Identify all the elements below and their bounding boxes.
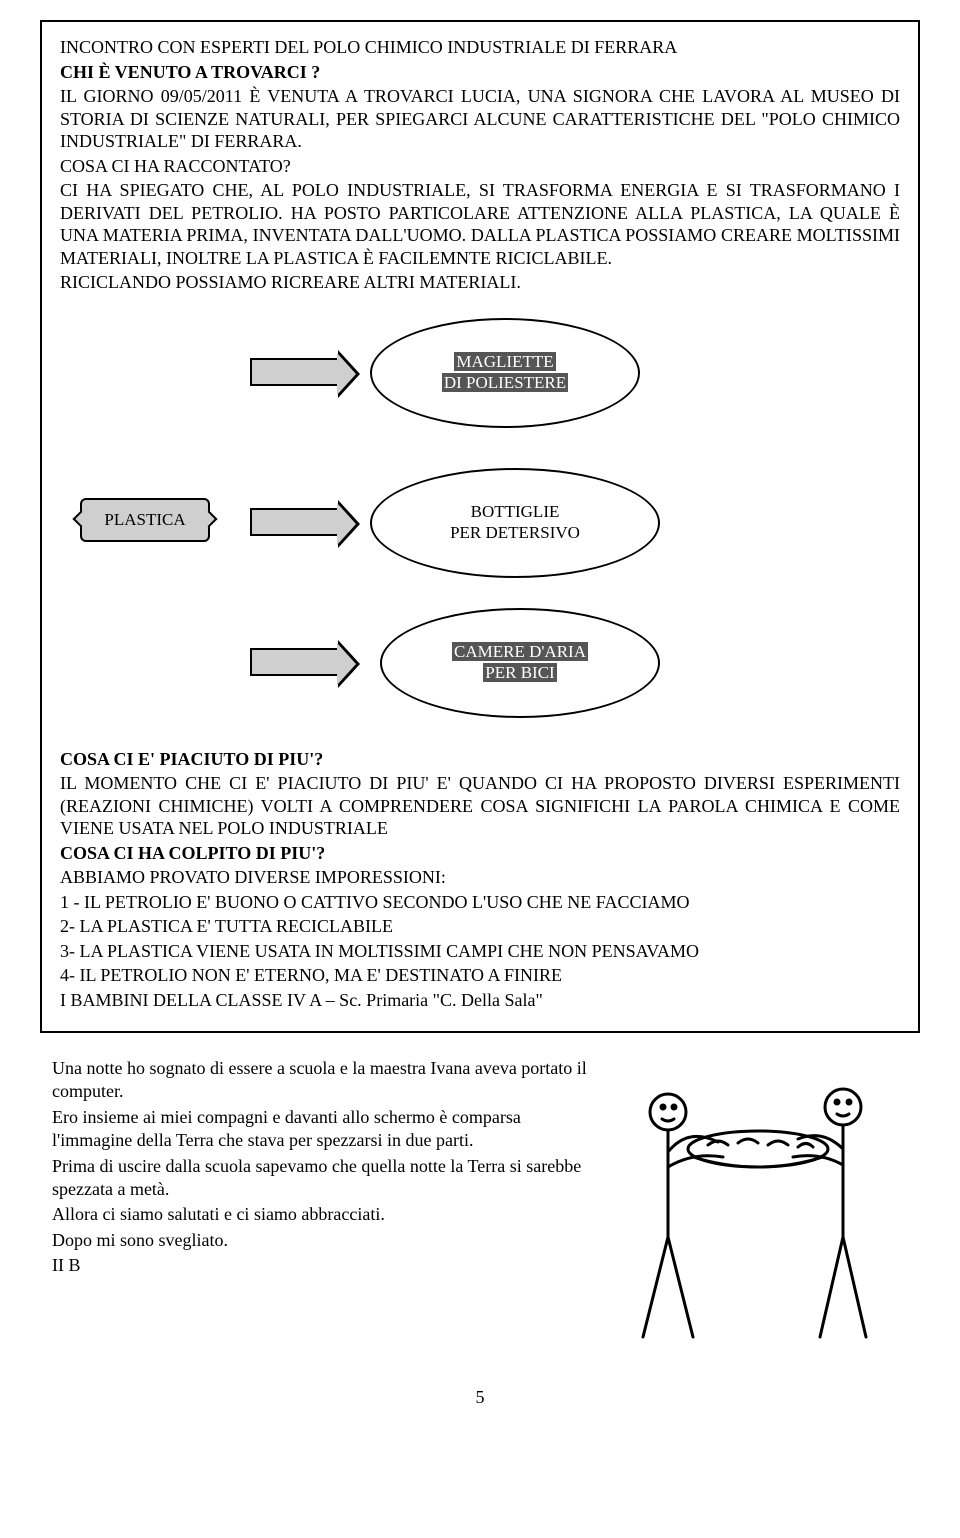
oval2-line2: PER DETERSIVO xyxy=(450,523,580,542)
question-1: CHI È VENUTO A TROVARCI ? xyxy=(60,61,900,84)
answer-4-item1: 1 - IL PETROLIO E' BUONO O CATTIVO SECON… xyxy=(60,891,900,914)
main-box: INCONTRO CON ESPERTI DEL POLO CHIMICO IN… xyxy=(40,20,920,1033)
arrow-2 xyxy=(250,508,340,536)
page: INCONTRO CON ESPERTI DEL POLO CHIMICO IN… xyxy=(0,0,960,1448)
oval1-line2: DI POLIESTERE xyxy=(442,373,568,392)
title-line: INCONTRO CON ESPERTI DEL POLO CHIMICO IN… xyxy=(60,36,900,59)
arrow-1 xyxy=(250,358,340,386)
stick-figure-icon xyxy=(608,1057,908,1357)
answer-3: IL MOMENTO CHE CI E' PIACIUTO DI PIU' E'… xyxy=(60,772,900,840)
signoff: I BAMBINI DELLA CLASSE IV A – Sc. Primar… xyxy=(60,989,900,1012)
stick-figure-drawing xyxy=(608,1057,908,1357)
oval-magliette: MAGLIETTE DI POLIESTERE xyxy=(370,318,640,428)
source-label: PLASTICA xyxy=(104,510,185,530)
oval1-line1: MAGLIETTE xyxy=(454,352,555,371)
oval-camere: CAMERE D'ARIA PER BICI xyxy=(380,608,660,718)
answer-4-intro: ABBIAMO PROVATO DIVERSE IMPORESSIONI: xyxy=(60,866,900,889)
answer-4-item2: 2- LA PLASTICA E' TUTTA RECICLABILE xyxy=(60,915,900,938)
answer-1: IL GIORNO 09/05/2011 È VENUTA A TROVARCI… xyxy=(60,85,900,153)
question-3: COSA CI E' PIACIUTO DI PIU'? xyxy=(60,748,900,771)
answer-4-item3: 3- LA PLASTICA VIENE USATA IN MOLTISSIMI… xyxy=(60,940,900,963)
flow-diagram: PLASTICA MAGLIETTE DI POLIESTERE BOTTIGL… xyxy=(60,318,900,738)
answer-2: CI HA SPIEGATO CHE, AL POLO INDUSTRIALE,… xyxy=(60,179,900,269)
oval3-line1: CAMERE D'ARIA xyxy=(452,642,588,661)
arrow-3 xyxy=(250,648,340,676)
page-number: 5 xyxy=(40,1387,920,1408)
oval3-line2: PER BICI xyxy=(483,663,556,682)
oval2-line1: BOTTIGLIE xyxy=(471,502,560,521)
answer-2b: RICICLANDO POSSIAMO RICREARE ALTRI MATER… xyxy=(60,271,900,294)
source-node: PLASTICA xyxy=(80,498,210,542)
answer-4-item4: 4- IL PETROLIO NON E' ETERNO, MA E' DEST… xyxy=(60,964,900,987)
story-section: Una notte ho sognato di essere a scuola … xyxy=(40,1057,920,1357)
question-2: COSA CI HA RACCONTATO? xyxy=(60,155,900,178)
question-4: COSA CI HA COLPITO DI PIU'? xyxy=(60,842,900,865)
oval-bottiglie: BOTTIGLIE PER DETERSIVO xyxy=(370,468,660,578)
